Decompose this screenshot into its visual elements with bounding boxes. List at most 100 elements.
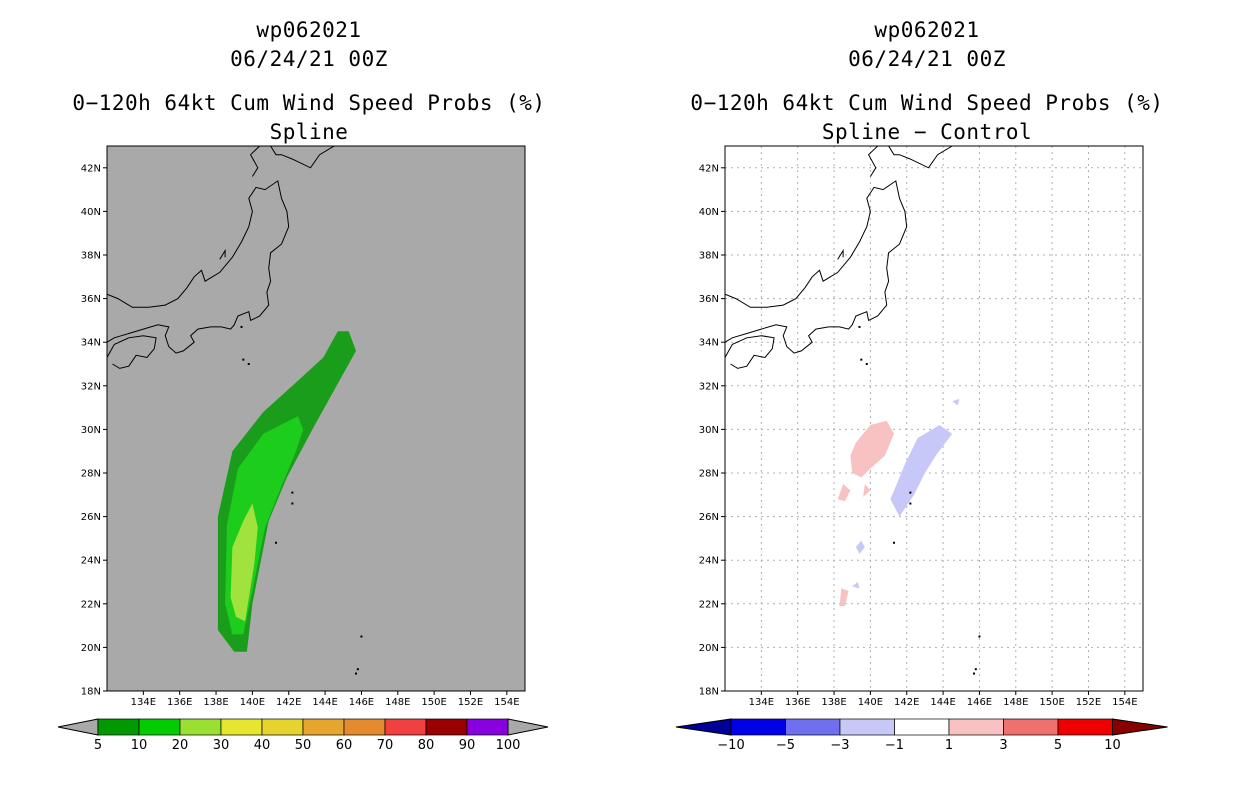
colorbar-swatch: [730, 718, 786, 736]
left-coastline-shikoku: [107, 335, 157, 369]
colorbar-extension-right: [507, 718, 549, 736]
colorbar-label: 1: [945, 738, 953, 753]
right-island-dot: [893, 541, 896, 544]
colorbar-label: 60: [336, 738, 353, 753]
colorbar-extension-left: [57, 718, 99, 736]
y-tick-label: 30N: [81, 425, 101, 436]
right-map-frame: [724, 145, 1144, 692]
colorbar-label: 80: [418, 738, 435, 753]
y-tick-label: 32N: [699, 381, 719, 392]
y-tick-label: 30N: [699, 425, 719, 436]
colorbar-swatch: [343, 718, 386, 736]
right-map-content: [725, 146, 1143, 691]
left-panel-title: wp062021 06/24/21 00Z 0−120h 64kt Cum Wi…: [59, 16, 559, 147]
x-tick-label: 138E: [821, 697, 846, 708]
colorbar-swatch: [302, 718, 345, 736]
colorbar-swatch: [220, 718, 263, 736]
colorbar-swatch: [1003, 718, 1059, 736]
colorbar-label: 5: [94, 738, 102, 753]
right-island-dot: [978, 635, 981, 638]
colorbar-swatch: [948, 718, 1004, 736]
x-tick-label: 148E: [385, 697, 410, 708]
colorbar-label: 50: [295, 738, 312, 753]
colorbar-swatch: [839, 718, 895, 736]
x-tick-label: 144E: [312, 697, 337, 708]
colorbar-swatch: [425, 718, 468, 736]
left-coastline-hokkaido: [249, 146, 335, 177]
colorbar-swatch: [785, 718, 841, 736]
y-tick-label: 24N: [699, 556, 719, 567]
right-map-background: [725, 146, 1143, 691]
right-contour-1to3-4: [850, 420, 894, 478]
y-tick-label: 42N: [699, 163, 719, 174]
y-tick-label: 18N: [81, 687, 101, 698]
x-tick-label: 136E: [785, 697, 810, 708]
right-contour-1to3-7: [863, 483, 871, 497]
right-island-dot: [909, 502, 912, 505]
colorbar-extension-right: [1112, 718, 1168, 736]
colorbar-label: 40: [254, 738, 271, 753]
right-contour-1to3-6: [839, 588, 849, 606]
x-tick-label: 146E: [349, 697, 374, 708]
y-tick-label: 18N: [699, 687, 719, 698]
left-island-dot: [360, 635, 363, 638]
left-island-dot: [291, 491, 294, 494]
y-tick-label: 40N: [699, 207, 719, 218]
left-contour-20-30-2: [230, 503, 258, 622]
y-tick-label: 42N: [81, 163, 101, 174]
colorbar-label: 30: [213, 738, 230, 753]
colorbar-swatch: [1057, 718, 1113, 736]
right-contour--3to-1-3: [852, 582, 860, 589]
right-colorbar: −10 −5 −3 −1 1 3 5 10: [675, 718, 1168, 753]
y-tick-label: 20N: [81, 643, 101, 654]
right-product-title: 0−120h 64kt Cum Wind Speed Probs (%): [690, 91, 1164, 115]
right-datetime: 06/24/21 00Z: [848, 47, 1006, 71]
left-product-title: 0−120h 64kt Cum Wind Speed Probs (%): [72, 91, 546, 115]
right-island-dot: [909, 491, 912, 494]
x-tick-label: 152E: [458, 697, 483, 708]
colorbar-label: 10: [131, 738, 148, 753]
left-datetime: 06/24/21 00Z: [230, 47, 388, 71]
colorbar-label: 90: [459, 738, 476, 753]
colorbar-swatch: [466, 718, 509, 736]
right-coastline-honshu: [725, 180, 908, 354]
colorbar-label: −5: [776, 738, 795, 753]
x-tick-label: 150E: [421, 697, 446, 708]
y-tick-label: 28N: [81, 469, 101, 480]
x-tick-label: 142E: [894, 697, 919, 708]
colorbar-extension-left: [675, 718, 732, 736]
y-tick-label: 34N: [81, 338, 101, 349]
left-colorbar: 5 10 20 30 40 50 60 70 80 90 100: [57, 718, 549, 753]
colorbar-swatch: [384, 718, 427, 736]
x-tick-label: 134E: [131, 697, 156, 708]
x-tick-label: 134E: [749, 697, 774, 708]
x-tick-label: 154E: [494, 697, 519, 708]
right-coastline-hokkaido: [867, 146, 953, 177]
y-tick-label: 28N: [699, 469, 719, 480]
x-tick-label: 136E: [167, 697, 192, 708]
x-tick-label: 152E: [1076, 697, 1101, 708]
colorbar-label: −3: [830, 738, 849, 753]
y-tick-label: 38N: [81, 251, 101, 262]
colorbar-label: 100: [496, 738, 521, 753]
colorbar-label: 3: [999, 738, 1007, 753]
x-tick-label: 146E: [967, 697, 992, 708]
y-tick-label: 36N: [81, 294, 101, 305]
y-tick-label: 36N: [699, 294, 719, 305]
y-tick-label: 32N: [81, 381, 101, 392]
left-storm-id: wp062021: [256, 18, 362, 42]
left-island-dot: [291, 502, 294, 505]
right-coastline-sado: [837, 248, 844, 260]
left-island-dot: [356, 668, 359, 671]
right-method-title: Spline − Control: [821, 120, 1033, 144]
y-tick-label: 34N: [699, 338, 719, 349]
y-tick-label: 22N: [81, 599, 101, 610]
left-island-dot: [240, 325, 243, 328]
left-coastline-honshu: [107, 180, 290, 354]
right-island-dot: [860, 358, 863, 361]
right-contour--3to-1-2: [855, 540, 865, 554]
x-tick-label: 140E: [858, 697, 883, 708]
colorbar-swatch: [179, 718, 222, 736]
colorbar-label: 70: [377, 738, 394, 753]
